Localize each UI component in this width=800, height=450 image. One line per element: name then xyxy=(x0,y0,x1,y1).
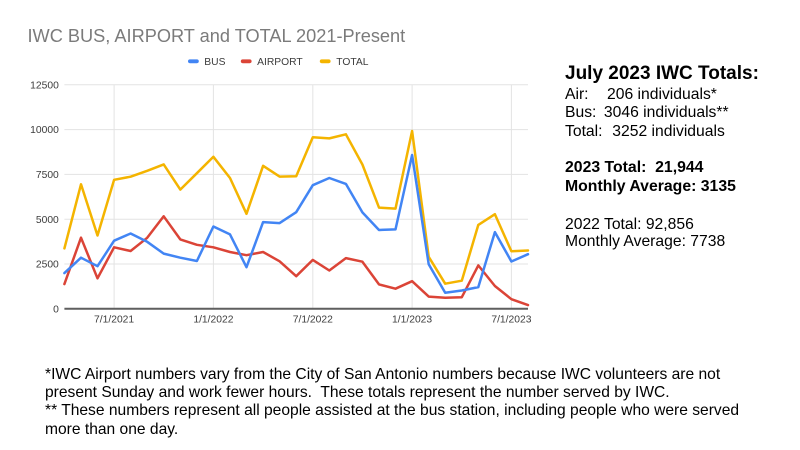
svg-text:7/1/2021: 7/1/2021 xyxy=(94,315,134,326)
svg-text:2500: 2500 xyxy=(36,260,59,271)
svg-text:1/1/2023: 1/1/2023 xyxy=(392,315,432,326)
svg-text:TOTAL: TOTAL xyxy=(336,57,369,68)
svg-text:IWC BUS, AIRPORT and TOTAL 202: IWC BUS, AIRPORT and TOTAL 2021-Present xyxy=(28,26,406,46)
svg-text:12500: 12500 xyxy=(30,80,59,91)
svg-text:5000: 5000 xyxy=(36,215,59,226)
svg-text:7/1/2022: 7/1/2022 xyxy=(293,315,333,326)
svg-text:BUS: BUS xyxy=(204,57,225,68)
svg-text:AIRPORT: AIRPORT xyxy=(257,57,303,68)
svg-text:7/1/2023: 7/1/2023 xyxy=(491,315,531,326)
svg-text:7500: 7500 xyxy=(36,170,59,181)
svg-text:1/1/2022: 1/1/2022 xyxy=(193,315,233,326)
svg-text:10000: 10000 xyxy=(30,125,59,136)
svg-text:0: 0 xyxy=(53,304,59,315)
